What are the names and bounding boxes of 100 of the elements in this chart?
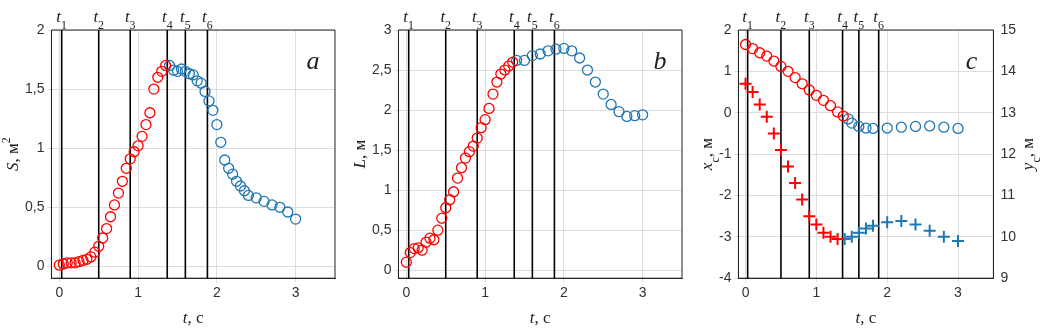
point xyxy=(408,242,420,255)
point xyxy=(140,118,152,131)
point xyxy=(589,76,602,88)
point xyxy=(495,68,507,80)
point xyxy=(936,229,951,244)
point xyxy=(842,113,854,125)
point xyxy=(951,233,966,248)
x-tick-label: 3 xyxy=(954,284,963,301)
point xyxy=(796,78,808,90)
point xyxy=(104,211,117,223)
y-axis-title: L, м xyxy=(350,139,370,170)
point xyxy=(223,162,235,174)
point xyxy=(534,48,546,60)
y2-tick-label: 13 xyxy=(1000,103,1017,120)
point xyxy=(503,60,515,72)
point xyxy=(65,257,77,269)
point xyxy=(242,189,255,202)
point xyxy=(100,222,113,235)
point xyxy=(483,102,495,115)
y-axis-title: S, м2 xyxy=(0,137,23,171)
point xyxy=(775,60,787,73)
y-tick-label: 0,5 xyxy=(371,221,392,238)
point xyxy=(167,64,180,76)
point xyxy=(636,109,649,121)
x-tick-label: 0 xyxy=(741,284,750,301)
point xyxy=(112,187,125,199)
point xyxy=(77,254,89,267)
point xyxy=(795,192,810,207)
y-tick-label: 0 xyxy=(383,261,392,278)
point xyxy=(782,65,794,78)
point xyxy=(613,106,625,118)
point xyxy=(116,175,128,187)
point xyxy=(160,59,172,72)
point xyxy=(69,257,81,269)
point xyxy=(789,71,801,84)
x-tick-label: 2 xyxy=(559,284,568,301)
point xyxy=(746,42,759,55)
point xyxy=(183,68,195,80)
point xyxy=(132,140,144,152)
point xyxy=(817,94,830,106)
point xyxy=(752,97,767,112)
point xyxy=(136,130,148,143)
point xyxy=(487,88,499,100)
point xyxy=(199,85,211,98)
x-tick-label: 0 xyxy=(55,284,64,301)
point xyxy=(93,240,105,252)
point xyxy=(908,217,923,232)
point xyxy=(274,201,286,213)
point xyxy=(766,126,781,141)
point xyxy=(866,218,881,233)
point xyxy=(420,236,432,248)
point xyxy=(853,120,865,133)
point xyxy=(895,121,907,133)
y-tick-label: -3 xyxy=(719,227,732,244)
y-tick-label: -1 xyxy=(719,144,732,161)
point xyxy=(85,251,97,263)
point xyxy=(510,54,523,67)
point xyxy=(781,159,796,174)
point xyxy=(526,49,539,62)
y-tick-label: 0 xyxy=(723,103,732,120)
point xyxy=(124,153,136,165)
point xyxy=(444,194,456,206)
y2-tick-label: 10 xyxy=(1000,227,1017,244)
point xyxy=(179,65,192,78)
point xyxy=(463,146,475,158)
point xyxy=(163,59,176,72)
y2-axis-title: yc, м xyxy=(1018,137,1043,173)
point xyxy=(739,38,752,51)
point xyxy=(837,110,849,122)
point xyxy=(824,100,837,112)
x-tick-label: 1 xyxy=(481,284,490,301)
point xyxy=(451,172,464,184)
y2-tick-label: 12 xyxy=(1000,144,1017,161)
point xyxy=(909,120,922,133)
y-tick-label: 2 xyxy=(36,20,45,37)
point xyxy=(761,50,773,62)
x-tick-label: 2 xyxy=(212,284,221,301)
point xyxy=(788,176,803,191)
point xyxy=(471,132,483,144)
y-tick-label: -4 xyxy=(719,269,732,286)
point xyxy=(73,255,85,268)
y-tick-label: 0,5 xyxy=(24,198,45,215)
point xyxy=(922,223,937,238)
point xyxy=(754,47,766,59)
point xyxy=(195,77,207,89)
point xyxy=(250,192,262,204)
point xyxy=(475,122,487,134)
point xyxy=(120,162,132,174)
point xyxy=(507,56,519,68)
x-tick-label: 3 xyxy=(638,284,647,301)
point xyxy=(881,122,893,134)
point xyxy=(226,168,239,180)
point xyxy=(156,65,168,78)
point xyxy=(858,221,873,236)
point xyxy=(558,42,570,55)
annotation: b xyxy=(653,45,667,75)
point xyxy=(238,185,251,197)
point xyxy=(860,122,872,134)
point xyxy=(424,232,436,244)
point xyxy=(215,136,227,148)
